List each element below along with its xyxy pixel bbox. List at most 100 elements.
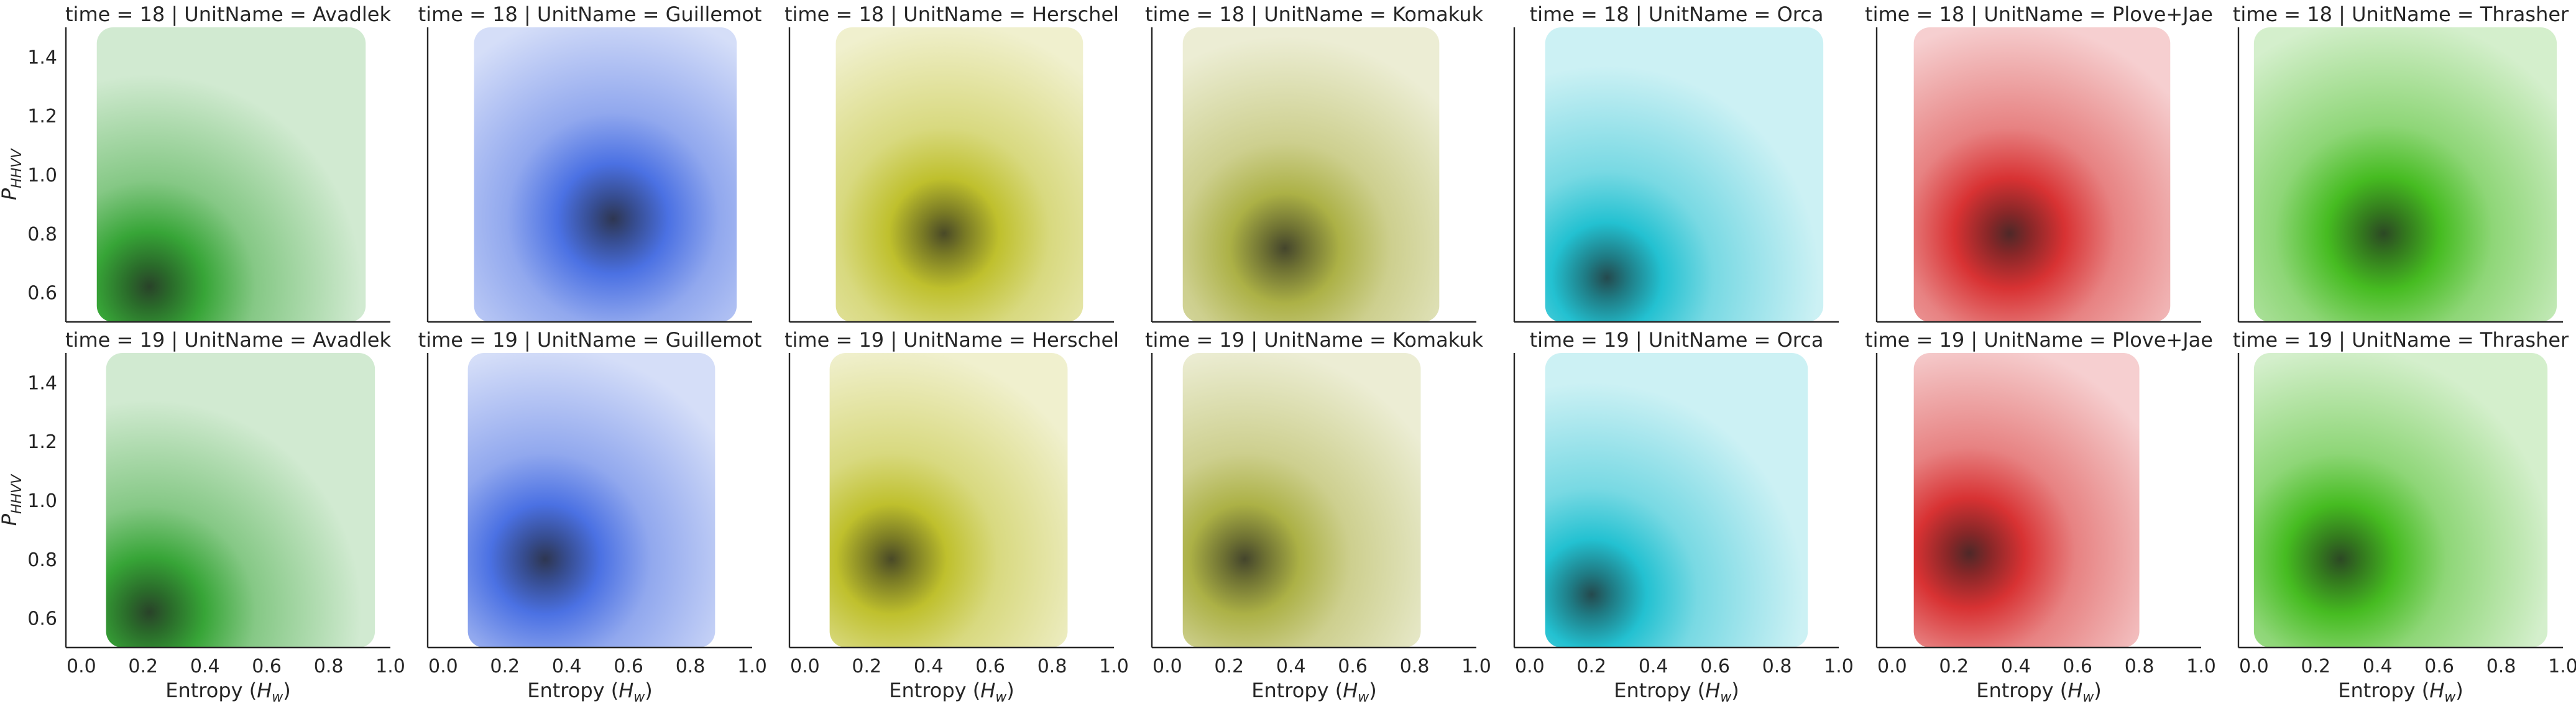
x-tick-label: 1.0 [1461, 656, 1491, 677]
facet-title: time = 18 | UnitName = Thrasher [2233, 2, 2569, 26]
y-tick-label: 1.4 [27, 372, 57, 394]
facet-title: time = 19 | UnitName = Guillemot [418, 328, 762, 352]
x-axis-label: Entropy (Hw) [1251, 679, 1377, 705]
y-tick-label: 0.8 [27, 224, 57, 245]
x-tick-label: 0.4 [552, 656, 582, 677]
x-tick-label: 0.0 [1877, 656, 1907, 677]
facet-title: time = 19 | UnitName = Plove+Jae [1865, 328, 2213, 352]
x-tick-label: 0.2 [852, 656, 881, 677]
y-tick-label: 0.6 [27, 608, 57, 630]
x-axis-label: Entropy (Hw) [889, 679, 1014, 705]
facet-panel: time = 19 | UnitName = Guillemot 0.0 0.2 0.… [418, 328, 767, 705]
facet-title: time = 19 | UnitName = Komakuk [1145, 328, 1484, 352]
x-tick-label: 0.8 [1037, 656, 1067, 677]
facet-title: time = 19 | UnitName = Herschel [784, 328, 1119, 352]
x-tick-label: 1.0 [2186, 656, 2216, 677]
x-tick-label: 0.6 [975, 656, 1005, 677]
x-tick-label: 0.6 [2424, 656, 2454, 677]
y-tick-label: 1.4 [27, 47, 57, 68]
x-tick-label: 0.4 [1276, 656, 1306, 677]
x-tick-label: 0.6 [1700, 656, 1730, 677]
x-tick-label: 0.8 [1762, 656, 1792, 677]
density-heatmap [2253, 27, 2557, 322]
facet-panel: time = 19 | UnitName = Orca 0.0 0.2 0.4 0.6 0… [1513, 328, 1854, 705]
x-tick-label: 0.6 [2063, 656, 2092, 677]
x-axis-label: Entropy (Hw) [2338, 679, 2463, 705]
y-axis-label: PHHVV [0, 148, 25, 200]
x-tick-label: 0.4 [914, 656, 944, 677]
facet-panel: time = 19 | UnitName = Thrasher 0.0 0.2 0.4… [2233, 328, 2576, 705]
x-tick-label: 0.2 [1214, 656, 1244, 677]
facet-title: time = 18 | UnitName = Herschel [784, 2, 1119, 26]
facet-panel: time = 18 | UnitName = Thrasher [2233, 2, 2569, 323]
density-heatmap [835, 27, 1083, 322]
x-tick-label: 0.4 [2001, 656, 2031, 677]
density-heatmap [474, 27, 737, 322]
x-tick-label: 0.2 [1939, 656, 1969, 677]
x-tick-label: 0.8 [2125, 656, 2155, 677]
x-tick-label: 0.0 [2239, 656, 2269, 677]
facet-title: time = 19 | UnitName = Orca [1530, 328, 1824, 352]
x-tick-label: 1.0 [737, 656, 767, 677]
facet-panel: time = 18 | UnitName = Guillemot [418, 2, 762, 323]
x-tick-label: 1.0 [1824, 656, 1854, 677]
facet-panel: time = 18 | UnitName = Plove+Jae [1865, 2, 2213, 323]
facet-title: time = 19 | UnitName = Avadlek [65, 328, 391, 352]
x-tick-label: 0.2 [490, 656, 520, 677]
density-heatmap [1545, 353, 1808, 648]
facet-title: time = 18 | UnitName = Plove+Jae [1865, 2, 2213, 26]
x-tick-label: 0.4 [190, 656, 220, 677]
density-heatmap [96, 27, 366, 322]
facet-panel: time = 19 | UnitName = Avadlek 0.6 0.8 1.0 1… [0, 328, 405, 705]
x-tick-label: 0.0 [1152, 656, 1182, 677]
density-heatmap [1182, 353, 1421, 648]
facet-panel: time = 18 | UnitName = Avadlek 0.6 0.8 1.0 1… [0, 2, 391, 323]
facet-title: time = 18 | UnitName = Orca [1530, 2, 1824, 26]
x-tick-label: 0.2 [128, 656, 158, 677]
facet-title: time = 19 | UnitName = Thrasher [2233, 328, 2569, 352]
x-axis-label: Entropy (Hw) [527, 679, 653, 705]
x-tick-label: 0.2 [2301, 656, 2330, 677]
density-heatmap [1913, 353, 2140, 648]
facet-title: time = 18 | UnitName = Komakuk [1145, 2, 1484, 26]
x-tick-label: 1.0 [1099, 656, 1129, 677]
y-tick-label: 1.2 [27, 431, 57, 453]
x-tick-label: 1.0 [2548, 656, 2576, 677]
facet-panel: time = 18 | UnitName = Orca [1513, 2, 1839, 323]
x-tick-label: 0.0 [428, 656, 458, 677]
density-heatmap [106, 353, 375, 648]
facet-panel: time = 19 | UnitName = Komakuk 0.0 0.2 0.4 0… [1145, 328, 1491, 705]
x-axis-label: Entropy (Hw) [1614, 679, 1739, 705]
y-tick-label: 0.6 [27, 283, 57, 305]
facet-panel: time = 18 | UnitName = Herschel [784, 2, 1119, 323]
density-heatmap [467, 353, 715, 648]
x-axis-label: Entropy (Hw) [1976, 679, 2102, 705]
y-axis-label: PHHVV [0, 474, 25, 526]
density-heatmap [1913, 27, 2171, 322]
density-heatmap [2253, 353, 2548, 648]
x-tick-label: 0.4 [2363, 656, 2393, 677]
x-tick-label: 1.0 [375, 656, 405, 677]
x-tick-label: 0.4 [1639, 656, 1668, 677]
x-tick-label: 0.2 [1576, 656, 1606, 677]
density-heatmap [1182, 27, 1440, 322]
y-tick-label: 0.8 [27, 549, 57, 571]
y-tick-label: 1.2 [27, 106, 57, 127]
x-tick-label: 0.6 [1338, 656, 1368, 677]
density-heatmap [829, 353, 1068, 648]
facet-title: time = 18 | UnitName = Avadlek [65, 2, 391, 26]
x-tick-label: 0.6 [252, 656, 282, 677]
x-tick-label: 0.8 [1400, 656, 1430, 677]
x-axis-label: Entropy (Hw) [165, 679, 291, 705]
y-tick-label: 1.0 [27, 490, 57, 512]
facet-panel: time = 18 | UnitName = Komakuk [1145, 2, 1484, 323]
x-tick-label: 0.0 [67, 656, 96, 677]
facet-title: time = 18 | UnitName = Guillemot [418, 2, 762, 26]
x-tick-label: 0.0 [790, 656, 820, 677]
x-tick-label: 0.6 [614, 656, 643, 677]
x-tick-label: 0.0 [1515, 656, 1545, 677]
x-tick-label: 0.8 [676, 656, 706, 677]
x-tick-label: 0.8 [2486, 656, 2516, 677]
facet-panel: time = 19 | UnitName = Plove+Jae 0.0 0.2 0.… [1865, 328, 2216, 705]
